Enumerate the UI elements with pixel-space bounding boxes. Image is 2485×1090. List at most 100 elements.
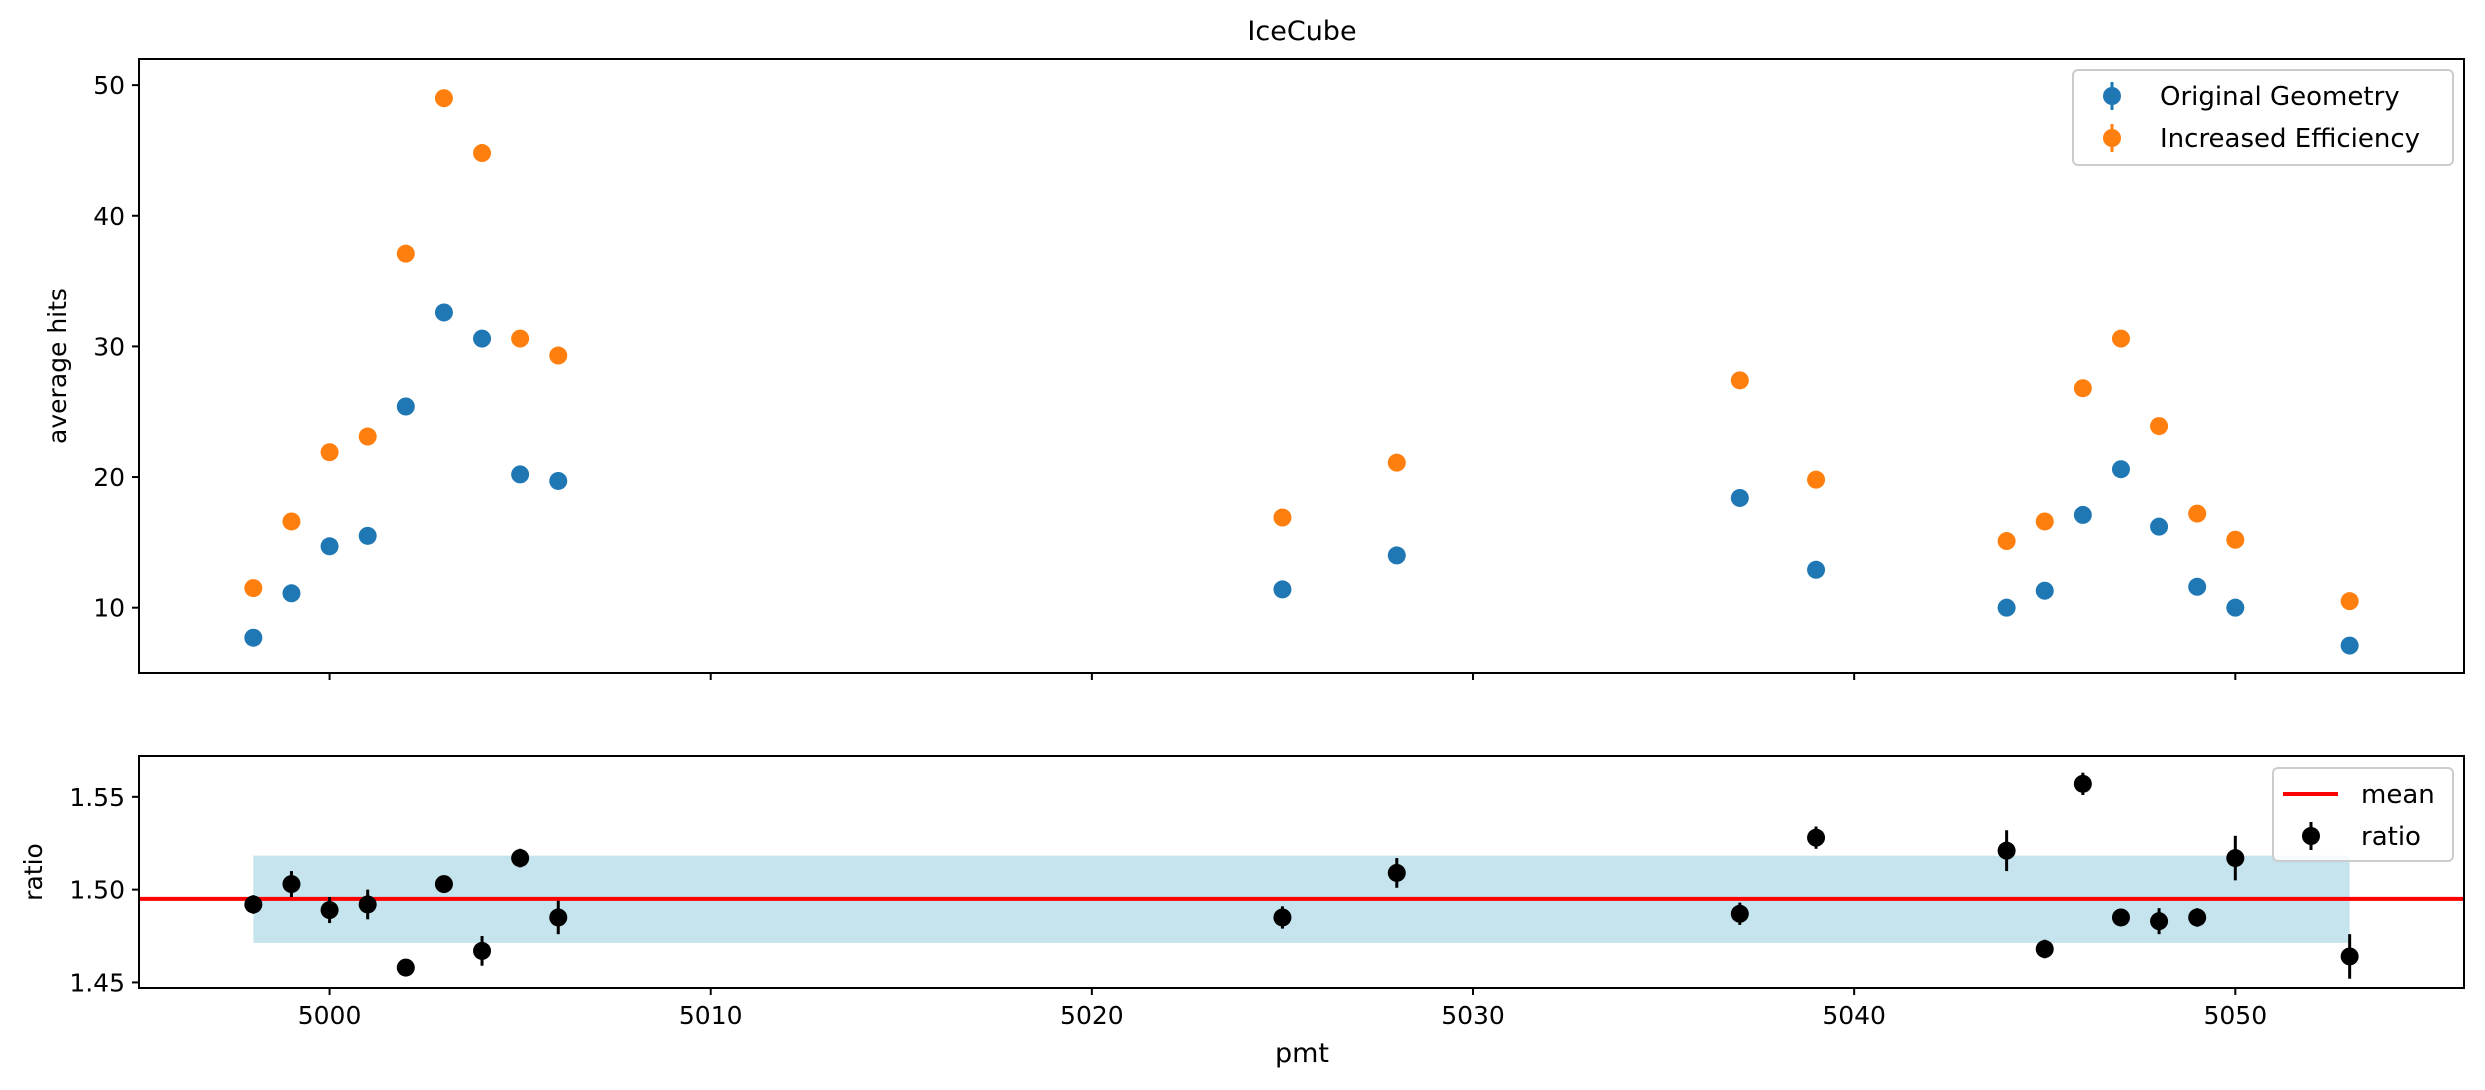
average-hits-y-ticks: 10 20 30 40 50 bbox=[93, 71, 139, 623]
point-original-geometry bbox=[511, 465, 530, 484]
ratio-x-ticks: 5000 5010 5020 5030 5040 5050 bbox=[298, 988, 2267, 1030]
ratio-panel: 1.45 1.50 1.55 5000 5010 5020 5030 5040 5050 ra… bbox=[19, 755, 2465, 1069]
point-original-geometry bbox=[2226, 598, 2245, 617]
y-tick-label: 1.45 bbox=[69, 968, 125, 997]
legend-frame bbox=[2072, 69, 2454, 166]
point-increased-efficiency bbox=[2150, 417, 2169, 436]
point-ratio bbox=[1387, 863, 1406, 882]
point-ratio bbox=[1730, 904, 1749, 923]
legend-label-increased-efficiency: Increased Efficiency bbox=[2160, 124, 2420, 154]
x-tick-label: 5000 bbox=[298, 1001, 362, 1030]
legend-label-ratio: ratio bbox=[2361, 822, 2421, 852]
point-ratio bbox=[396, 958, 415, 977]
point-increased-efficiency bbox=[2188, 504, 2207, 523]
legend-marker-original-geometry bbox=[2103, 87, 2121, 105]
point-ratio bbox=[358, 895, 377, 914]
x-tick-label: 5030 bbox=[1441, 1001, 1505, 1030]
average-hits-panel: IceCube 10 20 30 40 50 average hits Original… bbox=[43, 16, 2465, 680]
point-original-geometry bbox=[473, 329, 492, 348]
point-ratio bbox=[1997, 841, 2016, 860]
legend-entry-original-geometry: Original Geometry bbox=[2103, 82, 2400, 112]
point-increased-efficiency bbox=[2073, 379, 2092, 398]
point-increased-efficiency bbox=[473, 144, 492, 163]
point-ratio bbox=[282, 875, 301, 894]
ratio-legend: mean ratio bbox=[2272, 767, 2454, 862]
y-tick-label: 20 bbox=[93, 463, 125, 492]
x-tick-label: 5040 bbox=[1822, 1001, 1886, 1030]
point-ratio bbox=[2226, 849, 2245, 868]
point-original-geometry bbox=[1273, 580, 1292, 599]
x-axis-label-pmt: pmt bbox=[1275, 1038, 1329, 1069]
legend-entry-increased-efficiency: Increased Efficiency bbox=[2103, 124, 2420, 154]
point-original-geometry bbox=[1997, 598, 2016, 617]
x-tick-label: 5020 bbox=[1060, 1001, 1124, 1030]
legend-marker-increased-efficiency bbox=[2103, 129, 2121, 147]
y-tick-label: 1.55 bbox=[69, 783, 125, 812]
average-hits-axes-frame bbox=[138, 58, 2465, 674]
point-ratio bbox=[2188, 908, 2207, 927]
point-increased-efficiency bbox=[2035, 512, 2054, 531]
point-ratio bbox=[2340, 947, 2359, 966]
point-original-geometry bbox=[396, 397, 415, 416]
point-original-geometry bbox=[1387, 546, 1406, 565]
point-increased-efficiency bbox=[396, 244, 415, 263]
point-increased-efficiency bbox=[511, 329, 530, 348]
point-increased-efficiency bbox=[1997, 532, 2016, 551]
point-original-geometry bbox=[1730, 488, 1749, 507]
point-increased-efficiency bbox=[1387, 453, 1406, 472]
point-original-geometry bbox=[358, 526, 377, 545]
legend-entry-mean: mean bbox=[2283, 780, 2435, 810]
point-increased-efficiency bbox=[320, 443, 339, 462]
point-original-geometry bbox=[244, 628, 263, 647]
point-ratio bbox=[2111, 908, 2130, 927]
point-original-geometry bbox=[282, 584, 301, 603]
point-ratio bbox=[473, 941, 492, 960]
y-tick-label: 10 bbox=[93, 594, 125, 623]
point-original-geometry bbox=[434, 303, 453, 322]
point-increased-efficiency bbox=[2111, 329, 2130, 348]
average-hits-x-ticks bbox=[328, 673, 2237, 680]
average-hits-legend: Original Geometry Increased Efficiency bbox=[2072, 69, 2454, 166]
point-increased-efficiency bbox=[1807, 470, 1826, 489]
point-original-geometry bbox=[2150, 517, 2169, 536]
point-ratio bbox=[2150, 912, 2169, 931]
ratio-axes-frame bbox=[138, 755, 2465, 989]
ratio-y-ticks: 1.45 1.50 1.55 bbox=[69, 783, 139, 997]
point-increased-efficiency bbox=[434, 89, 453, 108]
point-ratio bbox=[434, 875, 453, 894]
point-increased-efficiency bbox=[1730, 371, 1749, 390]
legend-label-mean: mean bbox=[2361, 780, 2435, 810]
point-original-geometry bbox=[1807, 560, 1826, 579]
point-increased-efficiency bbox=[244, 579, 263, 598]
y-tick-label: 30 bbox=[93, 332, 125, 361]
point-increased-efficiency bbox=[1273, 508, 1292, 527]
point-original-geometry bbox=[2340, 636, 2359, 655]
point-original-geometry bbox=[2073, 505, 2092, 524]
legend-marker-ratio bbox=[2302, 827, 2320, 845]
point-original-geometry bbox=[2035, 581, 2054, 600]
y-axis-label-ratio: ratio bbox=[19, 843, 48, 901]
y-tick-label: 40 bbox=[93, 202, 125, 231]
legend-label-original-geometry: Original Geometry bbox=[2160, 82, 2400, 112]
y-tick-label: 50 bbox=[93, 71, 125, 100]
point-ratio bbox=[1807, 828, 1826, 847]
point-ratio bbox=[2073, 774, 2092, 793]
ratio-points bbox=[244, 772, 2359, 979]
average-hits-points bbox=[244, 89, 2359, 655]
x-tick-label: 5010 bbox=[679, 1001, 743, 1030]
point-increased-efficiency bbox=[358, 427, 377, 446]
legend-entry-ratio: ratio bbox=[2302, 822, 2421, 852]
point-ratio bbox=[320, 901, 339, 920]
point-increased-efficiency bbox=[282, 512, 301, 531]
point-increased-efficiency bbox=[2340, 592, 2359, 611]
point-original-geometry bbox=[549, 471, 568, 490]
point-increased-efficiency bbox=[2226, 530, 2245, 549]
point-original-geometry bbox=[2188, 577, 2207, 596]
y-tick-label: 1.50 bbox=[69, 876, 125, 905]
x-tick-label: 5050 bbox=[2203, 1001, 2267, 1030]
y-axis-label-average-hits: average hits bbox=[43, 288, 72, 444]
point-original-geometry bbox=[320, 537, 339, 556]
point-ratio bbox=[549, 908, 568, 927]
chart-title: IceCube bbox=[1247, 16, 1356, 47]
